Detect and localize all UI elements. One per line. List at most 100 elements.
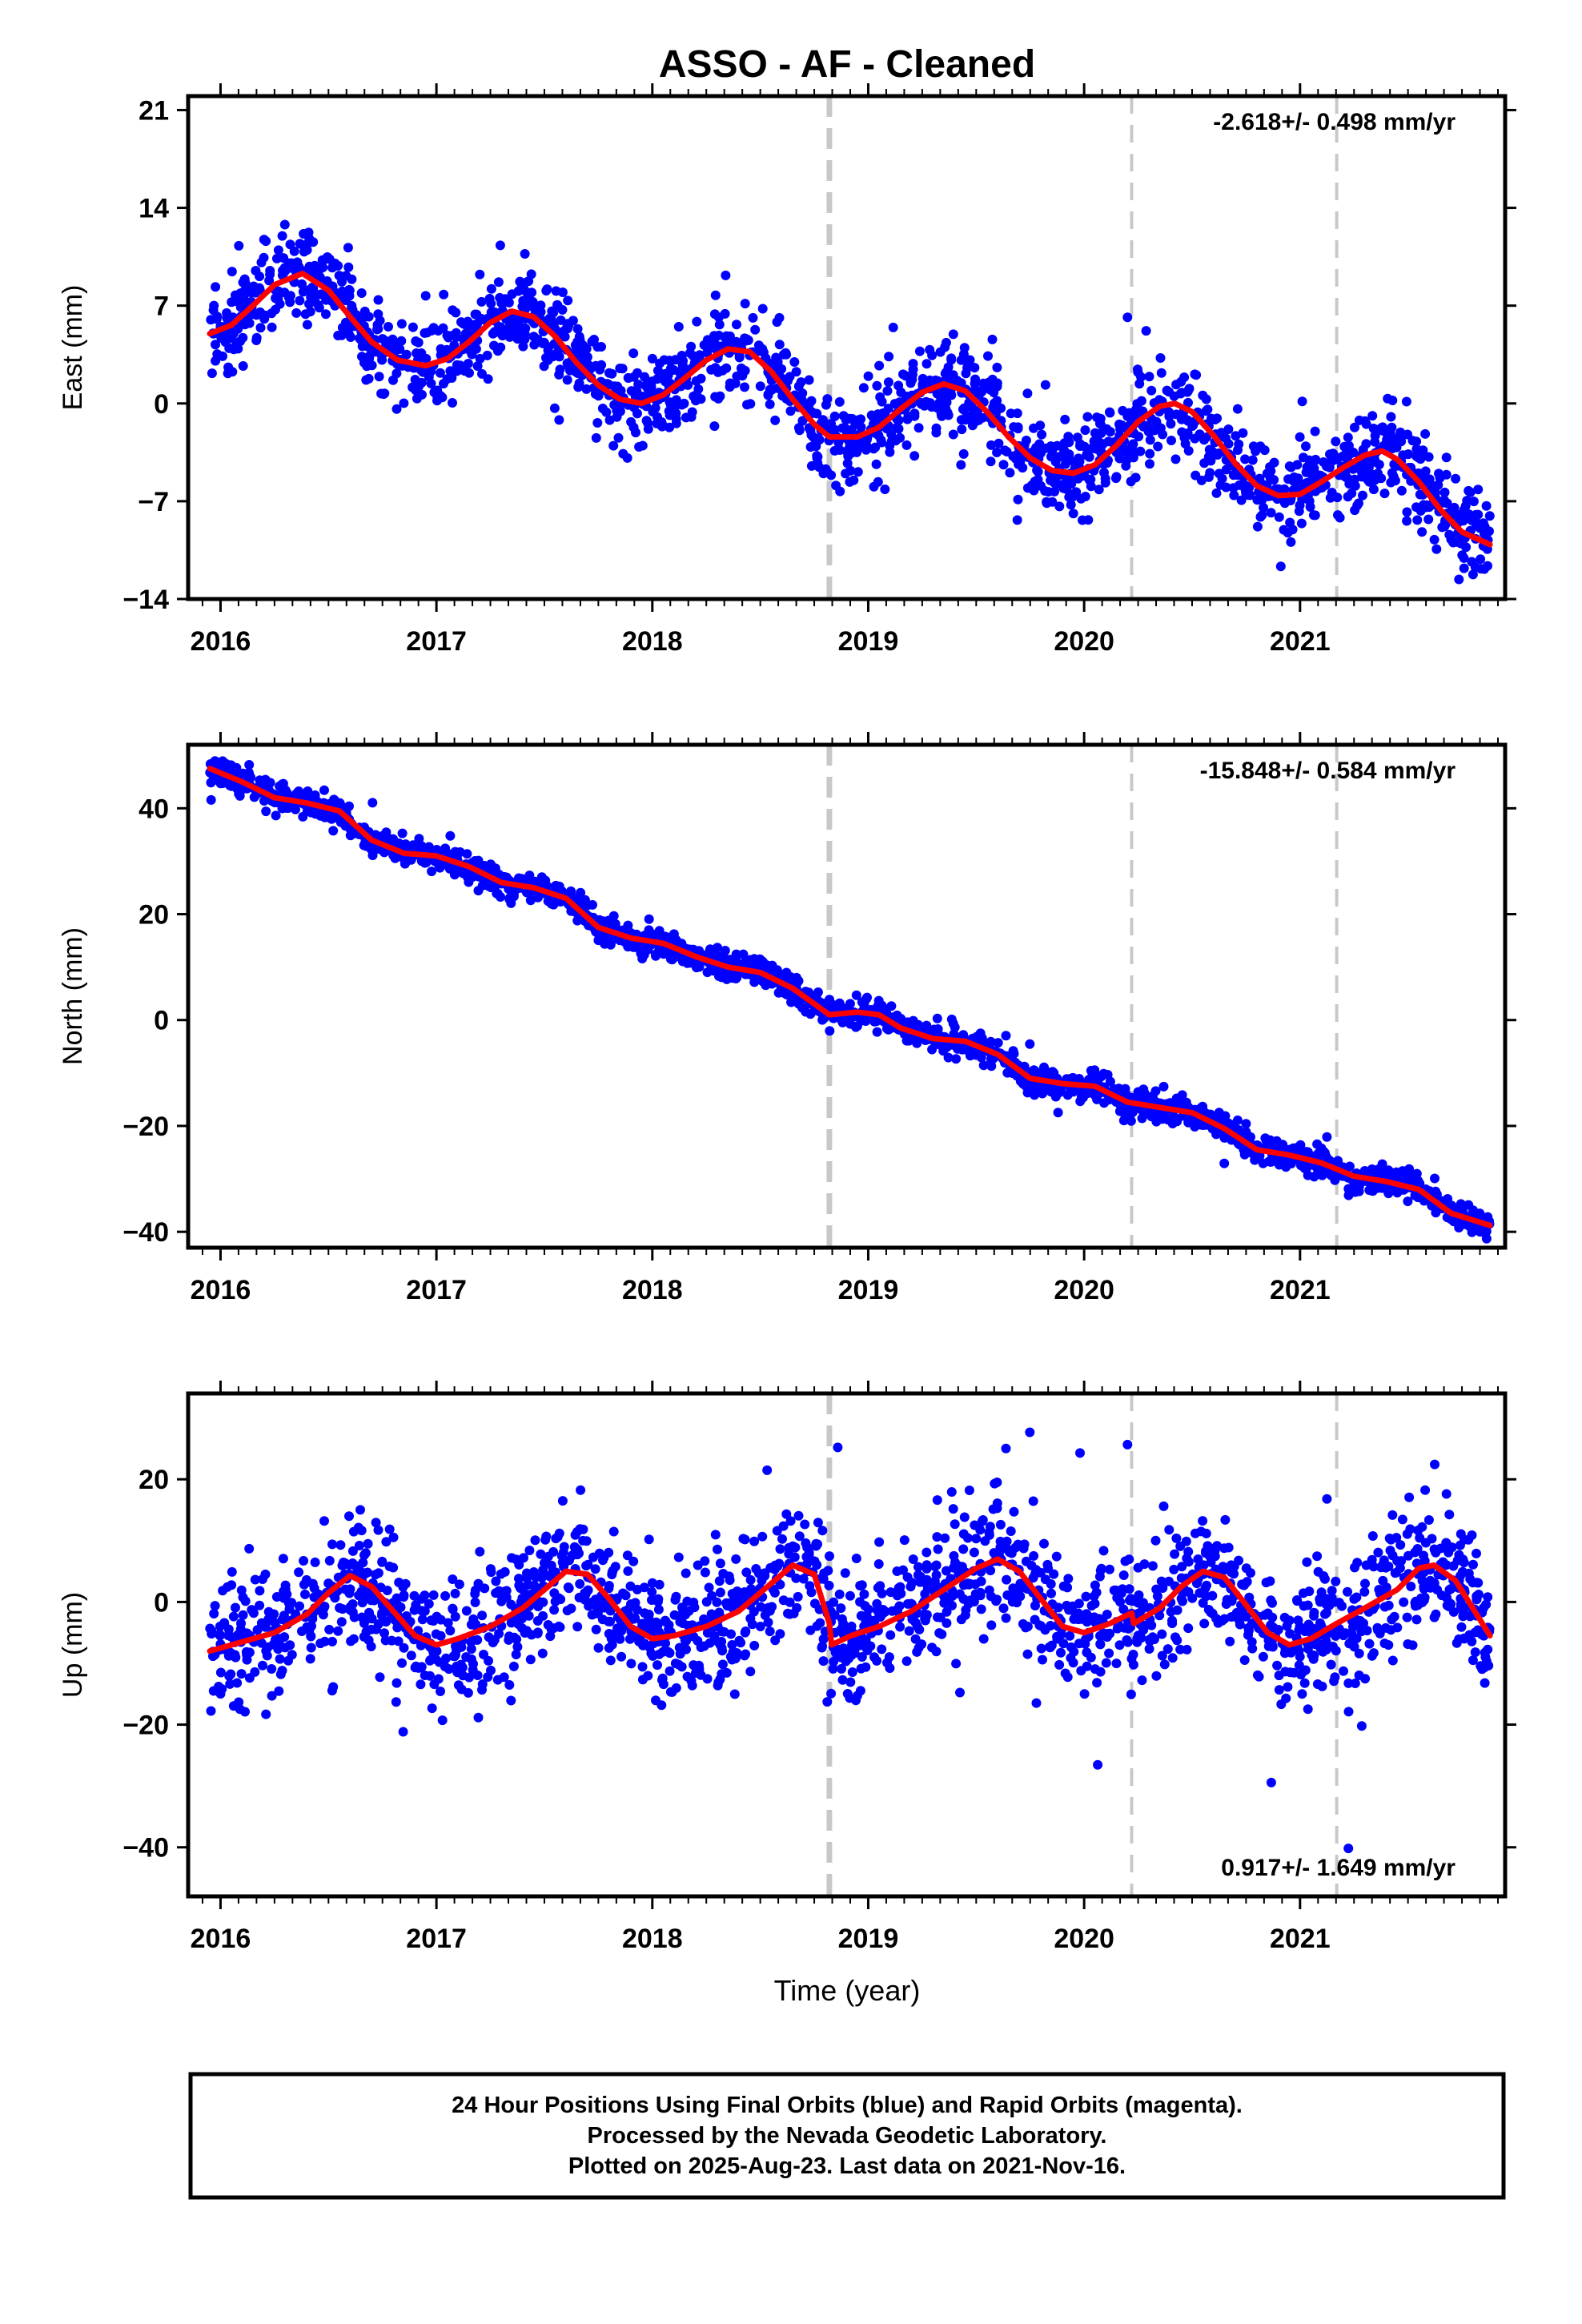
data-point <box>1153 441 1163 452</box>
data-point <box>522 287 532 297</box>
data-point <box>313 1589 323 1599</box>
data-point <box>511 1650 521 1659</box>
data-point <box>1094 418 1105 428</box>
data-point <box>1080 425 1090 436</box>
data-point <box>1238 428 1248 438</box>
plot-content <box>206 96 1495 626</box>
data-point <box>379 833 390 843</box>
data-point <box>648 407 658 417</box>
data-point <box>1301 1147 1311 1157</box>
data-point <box>1133 367 1143 377</box>
data-point <box>408 840 418 850</box>
data-point <box>231 762 242 773</box>
data-point <box>962 362 973 372</box>
data-point <box>1481 501 1492 511</box>
data-point <box>1177 427 1187 437</box>
data-point <box>299 247 309 257</box>
data-point <box>538 338 548 348</box>
data-point <box>1068 1072 1078 1083</box>
data-point <box>1084 452 1094 462</box>
data-point <box>380 336 391 346</box>
data-point <box>364 354 374 364</box>
data-point <box>1459 553 1469 563</box>
data-point <box>517 301 528 312</box>
data-point <box>965 355 975 365</box>
data-point <box>970 407 981 417</box>
data-point <box>817 1015 828 1025</box>
data-point <box>1309 463 1319 473</box>
x-tick-label: 2017 <box>406 1275 467 1305</box>
data-point <box>347 1546 358 1556</box>
data-point <box>774 312 785 323</box>
data-point <box>1076 493 1086 504</box>
data-point <box>1212 450 1223 460</box>
data-point <box>234 782 243 793</box>
data-point <box>792 978 802 988</box>
data-point <box>1358 490 1367 501</box>
data-point <box>1046 452 1056 462</box>
data-point <box>874 360 885 371</box>
data-point <box>806 460 817 471</box>
data-point <box>1171 1093 1182 1104</box>
data-point <box>512 328 522 338</box>
data-point <box>256 257 267 267</box>
data-point <box>622 452 632 463</box>
data-point <box>1205 468 1215 478</box>
data-point <box>1331 436 1341 447</box>
data-point <box>1031 443 1042 452</box>
data-point <box>240 278 251 288</box>
data-point <box>950 1022 960 1032</box>
x-tick-label: 2019 <box>838 1275 899 1305</box>
data-point <box>445 1626 456 1636</box>
data-point <box>1126 1689 1136 1699</box>
data-point <box>1297 479 1307 489</box>
data-point <box>774 340 785 350</box>
data-point <box>696 394 706 404</box>
data-point <box>420 291 431 301</box>
data-point <box>444 332 454 343</box>
data-point <box>1283 474 1294 485</box>
data-point <box>1223 424 1234 434</box>
data-point <box>359 306 370 316</box>
data-point <box>373 309 383 320</box>
data-point <box>267 308 277 319</box>
data-point <box>1340 472 1351 482</box>
data-point <box>1343 617 1353 626</box>
data-point <box>1223 439 1234 449</box>
data-point <box>1335 513 1345 523</box>
data-point <box>367 798 378 808</box>
data-point <box>932 403 942 413</box>
x-tick-label: 2018 <box>622 626 683 657</box>
data-point <box>948 329 958 340</box>
data-point <box>813 987 823 997</box>
data-point <box>1472 1208 1483 1219</box>
data-point <box>942 397 952 408</box>
data-point <box>304 299 314 309</box>
data-point <box>445 830 456 841</box>
data-point <box>1138 1620 1149 1630</box>
data-point <box>1015 1076 1026 1087</box>
data-point <box>406 1651 416 1661</box>
data-point <box>842 458 853 468</box>
data-point <box>235 302 246 312</box>
data-point <box>259 235 269 245</box>
data-point <box>825 1026 835 1036</box>
data-point <box>562 375 572 385</box>
data-point <box>1387 1550 1398 1561</box>
data-point <box>940 342 950 352</box>
data-point <box>1241 1119 1251 1129</box>
data-point <box>715 391 725 401</box>
data-point <box>818 468 829 479</box>
data-point <box>715 1587 725 1598</box>
data-point <box>445 862 456 872</box>
data-point <box>305 307 315 317</box>
data-point <box>812 452 822 463</box>
data-point <box>299 229 309 239</box>
data-point <box>343 262 354 272</box>
data-point <box>796 377 806 388</box>
data-point <box>319 785 329 795</box>
data-point <box>408 322 418 332</box>
x-tick-label: 2016 <box>191 1275 251 1305</box>
data-point <box>956 1614 966 1625</box>
data-point <box>1296 518 1307 529</box>
